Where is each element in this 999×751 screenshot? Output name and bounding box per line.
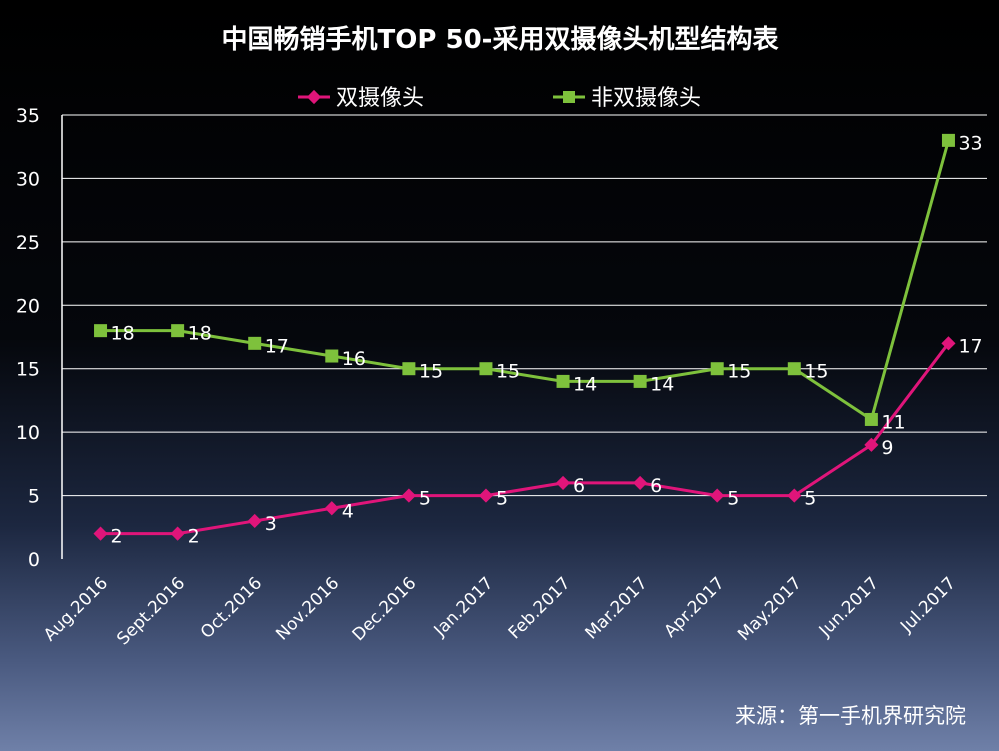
data-label: 4 (342, 500, 354, 522)
x-tick-label: Apr.2017 (660, 573, 728, 641)
y-tick-label: 5 (28, 486, 40, 508)
data-point (171, 324, 185, 338)
x-tick-label: Mar.2017 (582, 573, 652, 643)
data-label: 6 (573, 475, 585, 497)
x-tick-label: Sept.2016 (113, 573, 189, 649)
data-point (941, 133, 955, 147)
data-label: 2 (111, 526, 123, 548)
data-label: 33 (958, 132, 982, 154)
data-point (555, 475, 571, 490)
data-label: 14 (650, 373, 674, 395)
legend-item-series-2: 非双摄像头 (553, 86, 701, 111)
data-label: 16 (342, 348, 366, 370)
data-point (479, 362, 493, 376)
data-point (787, 488, 802, 503)
x-tick-label: Oct.2016 (197, 573, 266, 642)
x-tick-label: Dec.2016 (349, 573, 421, 645)
series-2: 18 18 17 16 15 15 14 14 15 15 11 33 (94, 132, 983, 433)
data-label: 9 (881, 437, 893, 459)
data-label: 15 (804, 361, 828, 383)
data-label: 15 (419, 361, 443, 383)
data-point (556, 374, 570, 388)
data-label: 15 (727, 361, 751, 383)
legend-label-series-1: 双摄像头 (336, 86, 424, 111)
x-tick-labels: Aug.2016 Sept.2016 Oct.2016 Nov.2016 Dec.201… (40, 573, 960, 649)
x-tick-label: Nov.2016 (272, 573, 343, 644)
data-label: 6 (650, 475, 662, 497)
y-tick-labels: 0 5 10 15 20 25 30 35 (16, 105, 40, 571)
x-tick-label: Jul.2017 (896, 573, 960, 637)
data-point (94, 324, 108, 338)
data-point (633, 475, 648, 490)
data-point (478, 488, 494, 503)
data-point (864, 437, 879, 452)
data-label: 5 (727, 488, 739, 510)
data-label: 5 (496, 488, 508, 510)
data-label: 14 (573, 373, 597, 395)
legend-item-series-1: 双摄像头 (298, 86, 424, 111)
data-point (170, 526, 185, 541)
y-tick-label: 30 (16, 168, 40, 190)
legend: 双摄像头 非双摄像头 (298, 86, 701, 111)
data-label: 18 (111, 323, 135, 345)
data-label: 5 (804, 488, 816, 510)
data-label: 11 (881, 411, 905, 433)
y-tick-label: 25 (16, 232, 40, 254)
series-layer: 2 2 3 4 5 5 6 6 5 5 9 17 18 18 17 16 15 15 14 14 15 15 11 33 (93, 132, 983, 548)
data-point (864, 412, 878, 426)
data-label: 5 (419, 488, 431, 510)
series-1: 2 2 3 4 5 5 6 6 5 5 9 17 (93, 335, 983, 548)
legend-label-series-2: 非双摄像头 (591, 86, 701, 111)
data-point (787, 362, 801, 376)
y-tick-label: 10 (16, 422, 40, 444)
data-label: 2 (188, 526, 200, 548)
y-tick-label: 35 (16, 105, 40, 127)
x-tick-label: May.2017 (734, 573, 806, 645)
data-label: 3 (265, 513, 277, 535)
series-line (100, 139, 950, 421)
data-label: 17 (265, 335, 289, 357)
series-line (100, 342, 950, 536)
x-tick-label: Aug.2016 (40, 573, 112, 645)
gridlines (62, 114, 987, 497)
source-note: 来源：第一手机界研究院 (735, 704, 966, 728)
data-point (402, 362, 416, 376)
data-point (401, 488, 416, 503)
chart-title: 中国畅销手机TOP 50-采用双摄像头机型结构表 (222, 25, 780, 55)
x-tick-label: Feb.2017 (505, 573, 575, 643)
x-tick-label: Jan.2017 (430, 573, 498, 641)
data-point (247, 513, 262, 529)
data-label: 17 (958, 335, 982, 357)
data-point (633, 374, 647, 388)
y-tick-label: 20 (16, 295, 40, 317)
x-tick-label: Jun.2017 (815, 573, 883, 641)
data-point (941, 336, 956, 351)
data-point (710, 362, 724, 376)
data-point (324, 501, 339, 516)
data-point (325, 349, 339, 363)
data-point (710, 488, 725, 503)
data-point (93, 526, 108, 541)
y-tick-label: 0 (28, 549, 40, 571)
data-point (248, 336, 262, 350)
data-label: 18 (188, 323, 212, 345)
data-label: 15 (496, 361, 520, 383)
y-tick-label: 15 (16, 359, 40, 381)
